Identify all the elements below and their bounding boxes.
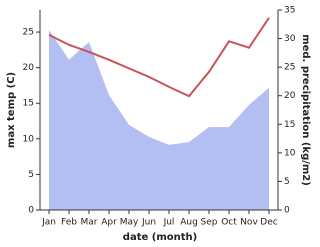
y-tick-label: 5	[28, 170, 34, 180]
y-axis-title: max temp (C)	[6, 72, 17, 148]
y-tick-label: 20	[23, 63, 35, 73]
x-tick-label: Apr	[101, 218, 117, 228]
y2-tick-label: 5	[284, 177, 290, 187]
y2-tick-label: 15	[284, 120, 295, 130]
y2-tick-label: 20	[284, 91, 296, 101]
y-tick-label: 15	[23, 99, 34, 109]
y2-tick-label: 10	[284, 148, 296, 158]
y2-tick-label: 25	[284, 63, 295, 73]
x-tick-label: Jul	[163, 218, 175, 228]
x-tick-label: May	[120, 218, 139, 228]
x-tick-label: Jun	[141, 218, 156, 228]
x-tick-label: Oct	[221, 218, 237, 228]
y-tick-label: 25	[23, 28, 34, 38]
x-tick-label: Jan	[41, 218, 56, 228]
x-tick-label: Mar	[81, 218, 98, 228]
temperature-line	[48, 17, 270, 98]
x-tick-label: Feb	[61, 218, 77, 228]
y-tick-label: 0	[28, 206, 34, 216]
precipitation-area	[49, 30, 269, 210]
x-tick-label: Aug	[180, 218, 198, 228]
y2-axis-title: med. precipitation (kg/m2)	[300, 34, 311, 186]
x-tick-label: Nov	[240, 218, 258, 228]
y2-tick-label: 35	[284, 6, 295, 16]
x-tick-label: Dec	[260, 218, 277, 228]
y-tick-label: 10	[23, 134, 35, 144]
y2-tick-label: 0	[284, 206, 290, 216]
x-axis-title: date (month)	[123, 232, 197, 243]
y2-tick-label: 30	[284, 34, 296, 44]
x-tick-label: Sep	[201, 218, 218, 228]
